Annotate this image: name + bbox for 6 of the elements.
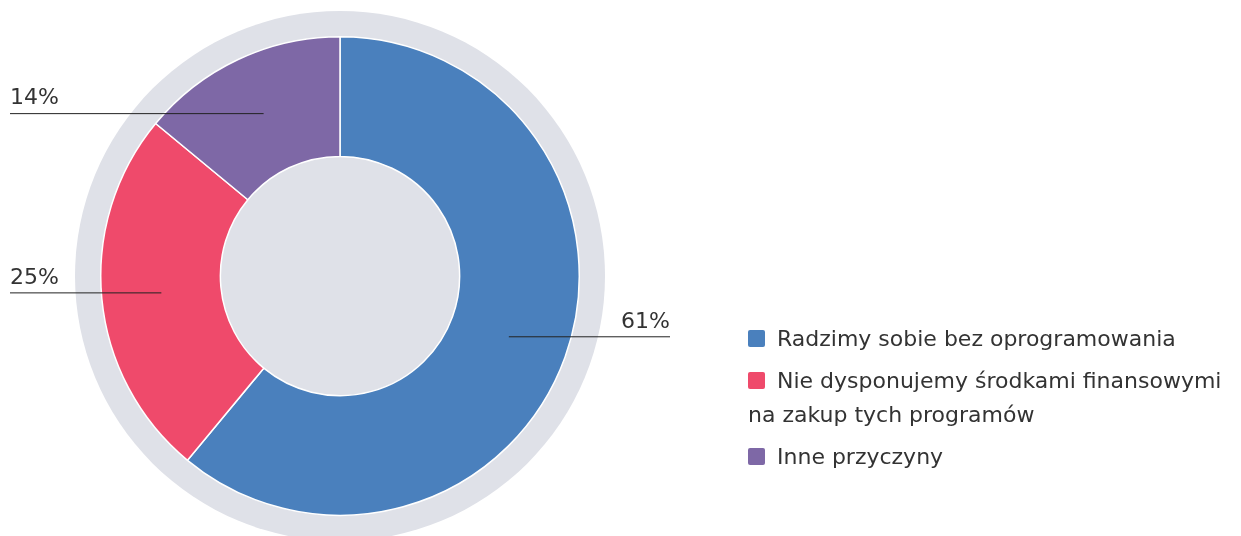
legend-label: Inne przyczyny bbox=[777, 444, 944, 469]
legend-label: Radzimy sobie bez oprogramowania bbox=[777, 326, 1176, 351]
data-label: 14% bbox=[10, 84, 59, 110]
legend-label: Nie dysponujemy środkami finansowymi na zakup tych programów bbox=[748, 368, 1222, 427]
data-label: 61% bbox=[621, 307, 670, 333]
data-label: 25% bbox=[10, 263, 59, 289]
